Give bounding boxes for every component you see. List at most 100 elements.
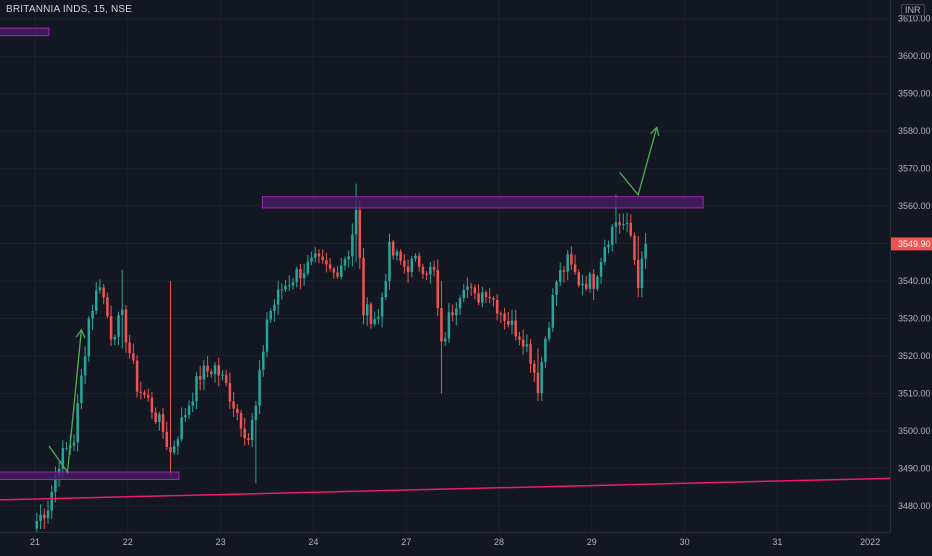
- price-tick-label: 3490.00: [898, 463, 931, 473]
- candle-body: [451, 312, 454, 316]
- candle: [80, 368, 83, 410]
- candle: [432, 260, 436, 277]
- candle-body: [540, 361, 543, 394]
- symbol-title: BRITANNIA INDS, 15, NSE: [6, 4, 133, 15]
- bullish-arrow-left[interactable]: [48, 328, 86, 474]
- candle-body: [406, 266, 410, 273]
- candle-body: [176, 439, 180, 447]
- candle-body: [221, 374, 224, 376]
- candle: [384, 273, 388, 301]
- candle: [321, 249, 324, 264]
- candle-body: [432, 266, 436, 270]
- candle: [325, 252, 328, 273]
- candle-body: [217, 365, 220, 376]
- support-trendline[interactable]: [0, 476, 917, 501]
- candle: [314, 247, 317, 263]
- candle: [451, 304, 454, 322]
- candle-body: [202, 365, 206, 380]
- currency-badge[interactable]: INR: [901, 4, 925, 16]
- candle: [399, 249, 402, 265]
- candle: [495, 293, 499, 321]
- candle-body: [254, 405, 258, 420]
- demand-zone[interactable]: [0, 471, 180, 481]
- candle-body: [466, 286, 469, 290]
- candle: [417, 252, 421, 272]
- candle-body: [332, 268, 336, 273]
- bullish-arrow-right[interactable]: [619, 126, 660, 197]
- price-tick-label: 3610.00: [898, 14, 931, 24]
- candle-body: [43, 514, 46, 518]
- candle-body: [403, 260, 406, 267]
- candle: [488, 288, 491, 304]
- candle: [369, 302, 373, 329]
- supply-zone-top-left[interactable]: [0, 27, 50, 37]
- candle-body: [135, 360, 139, 392]
- candle: [584, 275, 588, 291]
- candle-body: [213, 365, 217, 374]
- candlestick-chart[interactable]: [0, 0, 917, 535]
- candle: [35, 512, 39, 535]
- candle: [128, 334, 131, 359]
- candle: [499, 311, 503, 323]
- candle-body: [547, 327, 551, 339]
- candle: [425, 271, 428, 281]
- candle-body: [299, 268, 302, 279]
- candle-body: [46, 510, 50, 518]
- candle: [607, 240, 610, 254]
- candle: [391, 239, 395, 260]
- candle-body: [391, 241, 395, 256]
- price-tick-label: 3600.00: [898, 51, 931, 61]
- candle: [403, 254, 406, 274]
- candle: [644, 232, 647, 269]
- candle: [124, 304, 128, 353]
- candle-body: [373, 319, 376, 324]
- candle-body: [536, 372, 540, 394]
- candle: [395, 248, 399, 261]
- candle-body: [377, 316, 380, 320]
- candle-body: [243, 428, 246, 439]
- candle: [158, 411, 161, 431]
- candle-body: [325, 259, 328, 265]
- candle: [455, 302, 458, 326]
- candle-body: [262, 351, 265, 370]
- candle-body: [395, 251, 399, 256]
- candle: [280, 283, 284, 300]
- candle: [414, 253, 417, 262]
- candle-body: [236, 408, 239, 414]
- price-axis[interactable]: 3480.00 3490.00 3500.00 3510.00 3520.00 3530.…: [890, 0, 932, 532]
- candle-body: [577, 272, 581, 286]
- candle: [351, 223, 354, 267]
- candle: [154, 407, 157, 425]
- candle-body: [343, 259, 347, 266]
- resistance-zone[interactable]: [261, 196, 704, 209]
- candle: [336, 266, 339, 279]
- time-tick-label: 29: [587, 537, 597, 547]
- candle-body: [514, 320, 517, 337]
- candle: [503, 307, 506, 330]
- candle-body: [618, 222, 621, 226]
- candle-body: [302, 273, 306, 279]
- time-axis[interactable]: 21 22 23 24 27 28 29 30 31 2022: [0, 532, 890, 551]
- candle: [132, 343, 135, 365]
- candle-body: [421, 266, 425, 274]
- candle-body: [321, 256, 324, 260]
- candle: [187, 400, 191, 419]
- candle-body: [169, 447, 172, 453]
- candle-body: [558, 270, 562, 282]
- candle: [458, 295, 462, 315]
- price-axis-ticks: 3480.00 3490.00 3500.00 3510.00 3520.00 3530.…: [891, 14, 932, 511]
- candle-body: [239, 413, 243, 429]
- candle: [135, 355, 139, 398]
- candle-body: [521, 339, 525, 347]
- price-tick-label: 3570.00: [898, 164, 931, 174]
- candle: [570, 246, 573, 271]
- candle: [224, 369, 228, 387]
- candle-body: [551, 294, 555, 328]
- candle-body: [191, 401, 195, 406]
- candle: [210, 368, 213, 378]
- time-tick-label: 24: [308, 537, 318, 547]
- candle: [473, 284, 477, 300]
- candle: [354, 183, 358, 263]
- candle: [365, 297, 369, 326]
- chart-area[interactable]: [0, 0, 917, 535]
